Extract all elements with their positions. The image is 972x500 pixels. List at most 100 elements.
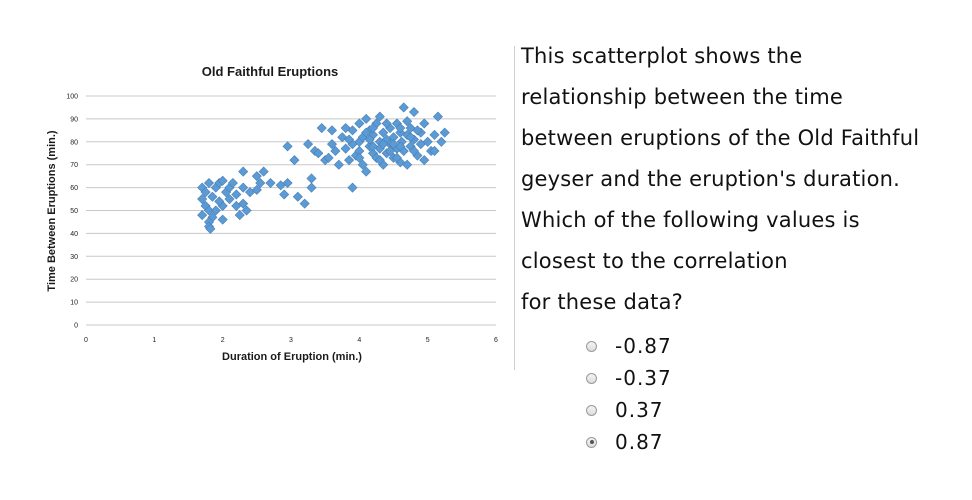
- radio-button[interactable]: [586, 436, 597, 448]
- y-tick-label: 30: [70, 254, 78, 261]
- data-point: [340, 143, 351, 154]
- question-line: closest to the correlation: [521, 249, 788, 273]
- data-point: [354, 152, 365, 163]
- question-line: This scatterplot shows the: [521, 44, 803, 68]
- data-point: [402, 159, 413, 170]
- data-point: [238, 198, 249, 209]
- data-point: [313, 148, 324, 159]
- x-tick-labels: 0 1 2 3 4 5 6: [84, 337, 498, 344]
- data-point: [374, 111, 385, 122]
- data-point: [238, 182, 249, 193]
- data-point: [279, 189, 290, 200]
- data-point: [429, 145, 440, 156]
- data-point: [419, 118, 430, 129]
- data-point: [412, 125, 423, 136]
- data-point: [436, 136, 447, 147]
- data-point: [265, 177, 276, 189]
- data-point: [347, 182, 358, 193]
- x-tick-label: 6: [494, 337, 498, 344]
- data-point: [347, 125, 358, 136]
- data-point: [361, 127, 372, 138]
- data-point: [306, 182, 317, 193]
- data-point: [217, 175, 228, 186]
- data-point: [231, 189, 242, 200]
- data-point: [367, 123, 379, 134]
- data-point: [251, 171, 262, 182]
- scatter-chart: Old Faithful Eruptions 01020304050607080…: [46, 64, 498, 363]
- data-point: [255, 177, 266, 189]
- data-point: [251, 184, 262, 195]
- data-point: [306, 173, 317, 184]
- y-tick-label: 50: [70, 208, 78, 215]
- option-0-37[interactable]: 0.37: [586, 394, 672, 426]
- x-tick-label: 4: [357, 337, 361, 344]
- x-tick-label: 5: [426, 337, 430, 344]
- data-point: [330, 145, 341, 156]
- y-tick-label: 10: [70, 300, 78, 307]
- y-tick-label: 70: [70, 162, 78, 169]
- data-point: [395, 123, 406, 134]
- question-divider: [514, 46, 515, 370]
- question-text: This scatterplot shows the relationship …: [521, 36, 961, 323]
- data-point: [203, 177, 215, 189]
- data-point: [357, 159, 368, 170]
- question-line: relationship between the time: [521, 85, 843, 109]
- data-point: [227, 177, 238, 189]
- data-point: [326, 139, 338, 150]
- data-point: [299, 198, 310, 209]
- data-point: [364, 134, 375, 145]
- data-point: [258, 166, 269, 177]
- data-point: [402, 116, 413, 127]
- option-label: 0.87: [615, 430, 664, 454]
- data-point: [361, 166, 372, 177]
- data-point: [340, 123, 351, 134]
- x-tick-label: 2: [221, 337, 225, 344]
- radio-button[interactable]: [586, 372, 597, 384]
- y-tick-label: 40: [70, 231, 78, 238]
- data-point: [197, 194, 208, 205]
- data-point: [217, 214, 228, 225]
- data-point: [385, 145, 396, 156]
- data-point: [439, 127, 450, 138]
- radio-button[interactable]: [586, 404, 597, 416]
- x-tick-label: 3: [289, 337, 293, 344]
- data-point: [292, 191, 303, 202]
- data-point: [344, 155, 355, 166]
- data-point: [432, 111, 443, 122]
- x-tick-label: 0: [84, 337, 88, 344]
- gridlines: [86, 95, 496, 326]
- chart-title: Old Faithful Eruptions: [202, 64, 339, 79]
- data-point: [405, 132, 416, 143]
- data-point: [326, 125, 338, 136]
- option-neg-0-87[interactable]: -0.87: [586, 330, 672, 362]
- question-line: for these data?: [521, 290, 683, 314]
- data-point: [429, 129, 440, 140]
- data-point: [303, 139, 314, 150]
- data-point: [395, 141, 406, 152]
- y-tick-label: 0: [74, 323, 78, 330]
- data-point: [205, 223, 216, 234]
- option-label: -0.37: [615, 366, 672, 390]
- y-tick-label: 90: [70, 116, 78, 123]
- option-neg-0-37[interactable]: -0.37: [586, 362, 672, 394]
- data-point: [197, 210, 208, 221]
- option-label: -0.87: [615, 334, 672, 358]
- data-point: [234, 210, 245, 221]
- data-point: [210, 205, 221, 216]
- x-tick-label: 1: [152, 337, 156, 344]
- data-point: [391, 152, 402, 163]
- data-point: [378, 127, 389, 138]
- option-0-87[interactable]: 0.87: [586, 426, 672, 458]
- data-point: [333, 159, 344, 170]
- data-point: [374, 155, 385, 166]
- data-point: [367, 141, 379, 152]
- y-tick-labels: 0 10 20 30 40 50 60 70 80 90 100: [66, 94, 78, 330]
- data-point: [361, 113, 372, 124]
- data-point: [282, 141, 293, 152]
- y-tick-label: 100: [66, 94, 78, 101]
- data-point: [398, 102, 409, 113]
- data-points: [197, 102, 450, 234]
- data-point: [289, 155, 300, 166]
- radio-button[interactable]: [586, 340, 597, 352]
- data-point: [408, 107, 420, 118]
